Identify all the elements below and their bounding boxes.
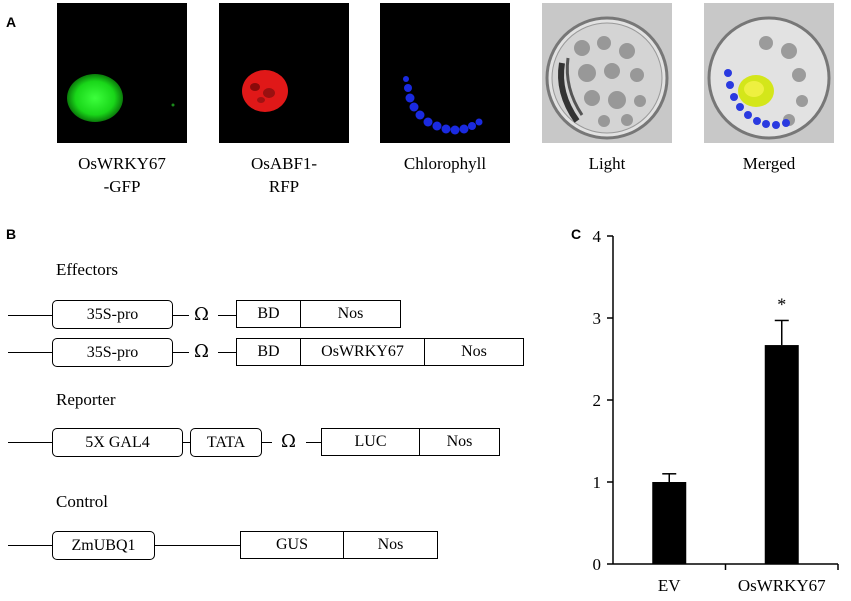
chlorophyll-label: Chlorophyll bbox=[403, 154, 487, 173]
effectors-label: Effectors bbox=[56, 260, 118, 279]
merged-label: Merged bbox=[742, 154, 796, 173]
y-tick-label: 3 bbox=[593, 309, 602, 328]
y-tick-label: 2 bbox=[593, 391, 602, 410]
panel-c-letter: C bbox=[571, 226, 582, 242]
reporter-label: Reporter bbox=[56, 390, 116, 409]
effector2-gene: OsWRKY67 bbox=[300, 338, 425, 366]
bar-chart: 0 1 2 3 4 EV * OsWRKY67 bbox=[570, 220, 851, 596]
effector1-omega: Ω bbox=[194, 304, 209, 325]
reporter-line-mid bbox=[262, 442, 272, 443]
effector1-line-mid bbox=[173, 315, 189, 316]
control-label: Control bbox=[56, 492, 108, 511]
rfp-label: OsABF1- RFP bbox=[250, 154, 318, 196]
gfp-label: OsWRKY67 -GFP bbox=[78, 154, 166, 196]
effector1-bd: BD bbox=[236, 300, 301, 328]
bar-ev bbox=[652, 482, 687, 564]
panel-b-letter: B bbox=[6, 226, 17, 242]
reporter-omega: Ω bbox=[281, 431, 296, 452]
reporter-line-start bbox=[8, 442, 52, 443]
control-nos: Nos bbox=[343, 531, 438, 559]
reporter-luc: LUC bbox=[321, 428, 420, 456]
light-label: Light bbox=[588, 154, 626, 173]
reporter-nos: Nos bbox=[419, 428, 500, 456]
effector1-nos: Nos bbox=[300, 300, 401, 328]
chlorophyll-image bbox=[380, 3, 510, 143]
rfp-image bbox=[219, 3, 349, 143]
y-tick-label: 0 bbox=[593, 555, 602, 574]
control-line-start bbox=[8, 545, 52, 546]
effector2-line-omega bbox=[218, 352, 236, 353]
effector1-line-start bbox=[8, 315, 52, 316]
effector2-line-mid bbox=[173, 352, 189, 353]
effector1-promoter: 35S-pro bbox=[52, 300, 173, 329]
effector2-nos: Nos bbox=[424, 338, 524, 366]
merged-image bbox=[704, 3, 834, 143]
x-tick-label: EV bbox=[658, 576, 681, 595]
panel-a-letter: A bbox=[6, 14, 17, 30]
reporter-gal4: 5X GAL4 bbox=[52, 428, 183, 457]
control-line-mid bbox=[155, 545, 240, 546]
effector2-bd: BD bbox=[236, 338, 301, 366]
effector2-omega: Ω bbox=[194, 341, 209, 362]
reporter-line-omega bbox=[306, 442, 321, 443]
reporter-line-gal4-tata bbox=[183, 442, 190, 443]
effector2-promoter: 35S-pro bbox=[52, 338, 173, 367]
y-tick-label: 1 bbox=[593, 473, 602, 492]
control-gus: GUS bbox=[240, 531, 344, 559]
effector1-line-omega bbox=[218, 315, 236, 316]
y-tick-label: 4 bbox=[593, 227, 602, 246]
significance-marker: * bbox=[777, 294, 786, 314]
control-promoter: ZmUBQ1 bbox=[52, 531, 155, 560]
effector2-line-start bbox=[8, 352, 52, 353]
reporter-tata: TATA bbox=[190, 428, 262, 457]
bar-oswrky67 bbox=[764, 345, 799, 564]
x-tick-label: OsWRKY67 bbox=[738, 576, 826, 595]
light-image bbox=[542, 3, 672, 143]
gfp-image bbox=[57, 3, 187, 143]
